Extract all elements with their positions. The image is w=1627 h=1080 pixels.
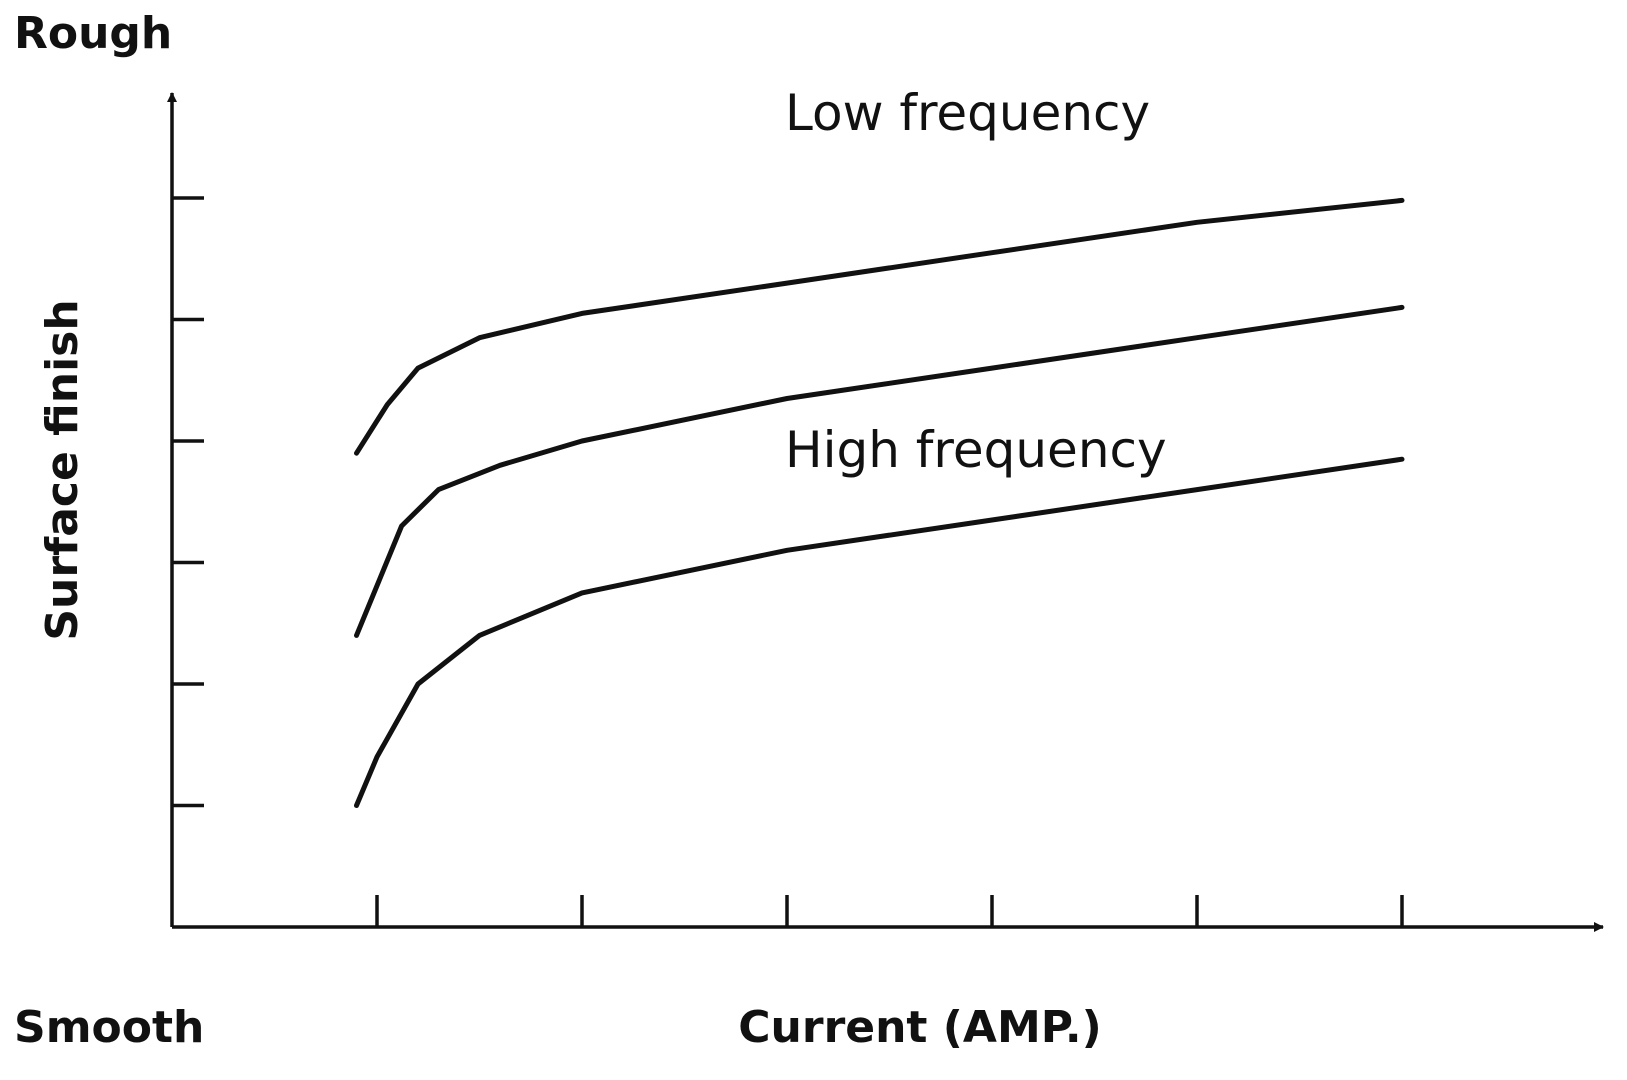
axes xyxy=(167,92,1604,932)
y-axis-title: Surface finish xyxy=(37,299,88,640)
low-frequency-curve xyxy=(354,197,1405,456)
curves xyxy=(354,197,1405,808)
high-frequency-curve xyxy=(354,456,1405,808)
series-label-high-frequency: High frequency xyxy=(785,421,1167,479)
ticks xyxy=(172,196,1404,927)
y-top-label: Rough xyxy=(14,8,172,59)
medium-frequency-curve xyxy=(354,304,1405,638)
series-label-low-frequency: Low frequency xyxy=(785,84,1150,142)
x-axis-title: Current (AMP.) xyxy=(738,1002,1101,1053)
y-bottom-label: Smooth xyxy=(14,1002,204,1053)
